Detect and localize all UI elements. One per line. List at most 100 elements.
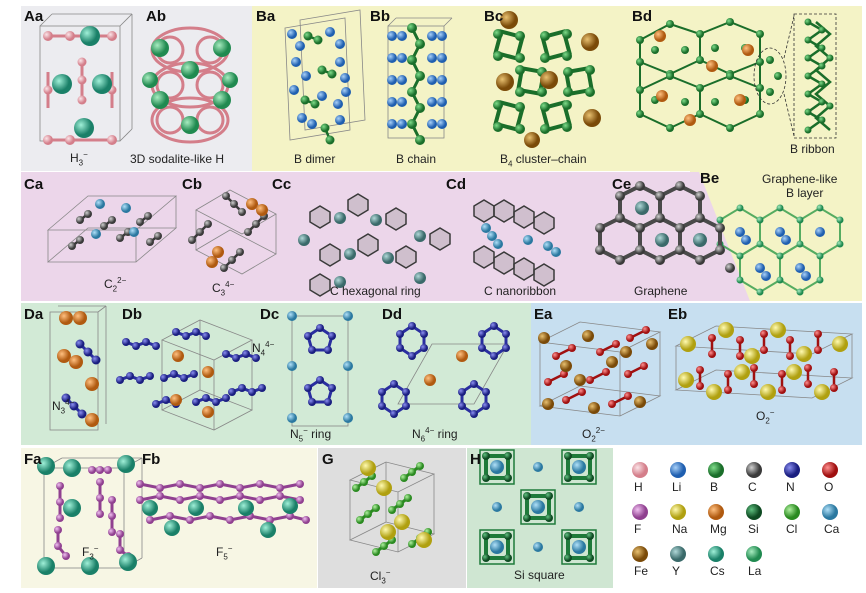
structure-cd [473,199,561,287]
panel-label-eb: Eb [668,306,688,323]
panel-label-g: G [322,451,334,468]
structure-db [116,319,266,431]
structure-dd [378,322,510,418]
structure-h [479,449,597,565]
structure-dc [287,311,353,427]
panel-label-dc: Dc [260,306,280,323]
caption-bc: B4 cluster–chain [500,152,587,169]
structure-bc [493,11,601,148]
panel-label-bd: Bd [632,8,652,25]
legend-swatch-o [822,462,838,478]
structure-ca [46,195,178,263]
panel-label-bc: Bc [484,8,504,25]
legend-label-n: N [786,480,795,494]
panel-g-background [318,448,466,588]
caption-cc: C hexagonal ring [330,284,421,298]
caption-cd: C nanoribbon [484,284,557,298]
legend-label-ca: Ca [824,522,840,536]
legend-swatch-f [632,504,648,520]
panel-label-bb: Bb [370,8,390,25]
panel-label-cd: Cd [446,176,466,193]
structure-aa [39,13,133,145]
caption-da: N34− [52,398,75,416]
panel-label-cc: Cc [272,176,292,193]
caption-cb: C34− [212,280,235,298]
legend-swatch-n [784,462,800,478]
panel-label-h: H [470,451,481,468]
legend-swatch-si [746,504,762,520]
caption-dc: N5− ring [290,426,332,444]
structure-fb [136,480,310,538]
legend-swatch-fe [632,546,648,562]
caption-h: Si square [514,568,565,582]
legend-label-f: F [634,522,642,536]
caption-ba: B dimer [294,152,336,166]
caption-be-2: B layer [786,186,824,200]
caption-bb: B chain [396,152,437,166]
legend-swatch-c [746,462,762,478]
caption-g: Cl3− [370,568,391,586]
caption-be-1: Graphene-like [762,172,838,186]
legend-swatch-mg [708,504,724,520]
caption-aa: H3− [70,150,88,168]
structure-da [49,305,107,431]
panel-label-fa: Fa [24,451,42,468]
legend-label-na: Na [672,522,688,536]
panel-label-dd: Dd [382,306,402,323]
panel-label-ba: Ba [256,8,276,25]
structure-ba [284,9,366,145]
caption-ea: O22− [582,426,605,444]
structure-cb [188,189,277,275]
structure-ab [142,26,238,144]
legend-label-h: H [634,480,643,494]
legend-swatch-cs [708,546,724,562]
structure-bd [636,13,837,139]
structure-g [348,460,436,556]
legend-label-mg: Mg [710,522,727,536]
caption-ce: Graphene [634,284,688,298]
panel-label-aa: Aa [24,8,44,25]
legend-swatch-li [670,462,686,478]
structure-eb [674,322,854,400]
panel-label-ea: Ea [534,306,553,323]
legend-label-o: O [824,480,834,494]
panel-label-da: Da [24,306,44,323]
legend-label-cs: Cs [710,564,725,578]
element-legend: H Li B C N O F Na Mg Si Cl Ca Fe Y Cs La [622,456,862,588]
structure-ea [538,321,662,417]
legend-swatch-h [632,462,648,478]
legend-label-y: Y [672,564,681,578]
legend-label-la: La [748,564,762,578]
panel-label-cb: Cb [182,176,202,193]
legend-swatch-b [708,462,724,478]
legend-label-c: C [748,480,757,494]
structure-cc [298,193,451,297]
panel-label-ab: Ab [146,8,166,25]
structure-fa [37,455,143,575]
panel-label-be: Be [700,170,720,187]
caption-bd: B ribbon [790,142,835,156]
legend-swatches [632,462,838,562]
legend-swatch-la [746,546,762,562]
legend-label-si: Si [748,522,759,536]
panel-label-ca: Ca [24,176,44,193]
legend-swatch-y [670,546,686,562]
caption-dd: N64− ring [412,426,458,444]
legend-label-b: B [710,480,719,494]
panel-label-db: Db [122,306,142,323]
legend-swatch-na [670,504,686,520]
caption-ab: 3D sodalite-like H [130,152,225,166]
legend-swatch-cl [784,504,800,520]
caption-fa: F3− [82,544,99,562]
legend-swatch-ca [822,504,838,520]
legend-label-li: Li [672,480,682,494]
structure-ce [595,181,735,273]
structure-be [716,204,844,296]
caption-fb: F5− [216,544,233,562]
legend-label-cl: Cl [786,522,798,536]
caption-db: N44− [252,340,275,358]
caption-ca: C22− [104,276,127,294]
structure-bb [387,17,453,145]
